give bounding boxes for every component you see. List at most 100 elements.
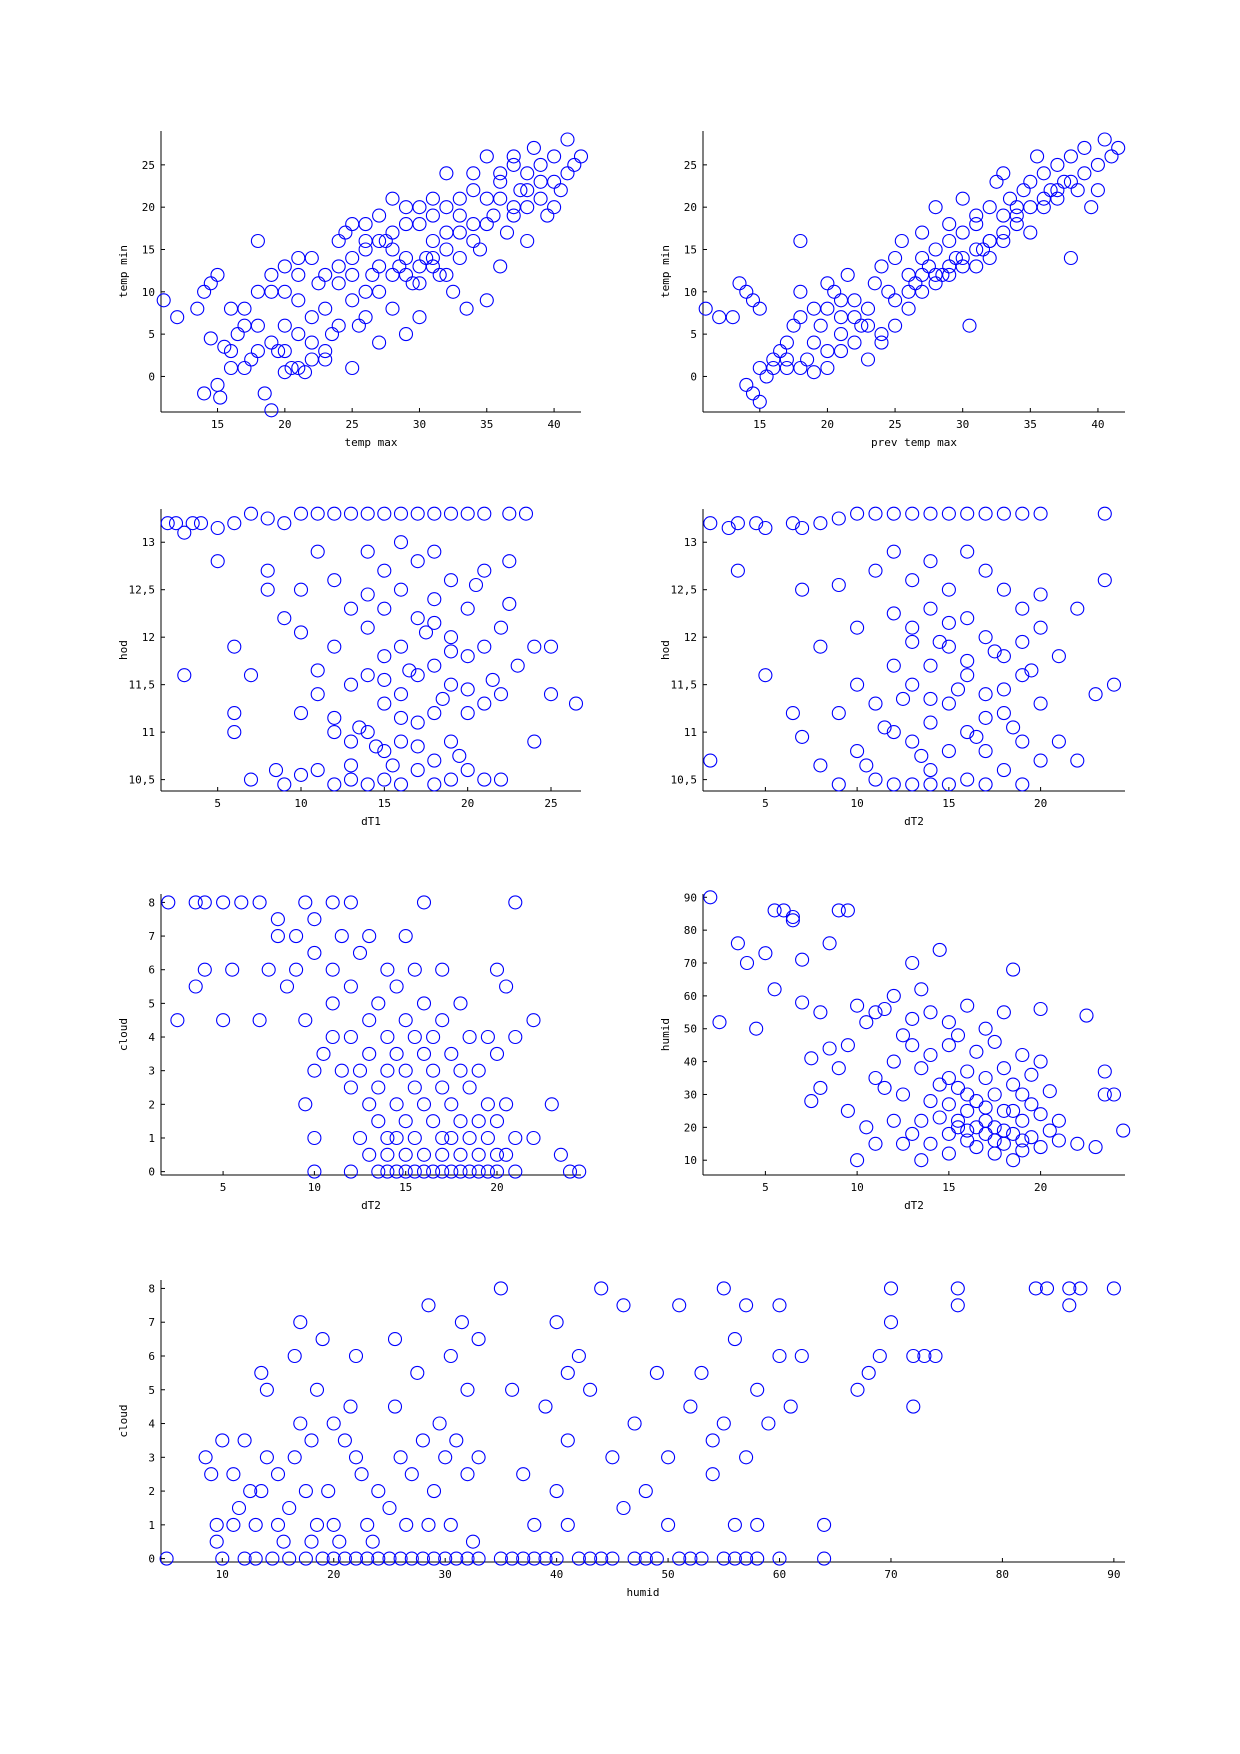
data-point <box>439 225 454 240</box>
data-point <box>439 242 454 257</box>
x-tick-label: 10 <box>216 1568 229 1581</box>
x-axis-label: temp max <box>345 436 398 449</box>
data-point <box>969 1120 984 1135</box>
data-point <box>627 1551 642 1566</box>
data-point <box>901 301 916 316</box>
data-point <box>752 394 767 409</box>
x-tick-label: 20 <box>461 797 474 810</box>
data-point <box>489 1114 505 1129</box>
data-point <box>439 166 454 181</box>
data-point <box>941 582 956 597</box>
data-point <box>362 1147 377 1162</box>
x-tick-label: 15 <box>753 418 766 431</box>
data-point <box>543 687 559 702</box>
data-point <box>987 644 1002 659</box>
data-point <box>850 998 865 1013</box>
data-point <box>833 327 849 342</box>
data-point <box>850 506 865 521</box>
data-point <box>776 903 791 918</box>
data-point <box>425 191 440 206</box>
data-point <box>1015 506 1030 521</box>
x-tick-label: 10 <box>850 797 863 810</box>
data-point <box>739 377 754 392</box>
data-point <box>1009 217 1024 232</box>
data-point <box>506 149 521 164</box>
data-point <box>190 301 205 316</box>
data-point <box>168 516 184 531</box>
data-point <box>661 1450 676 1465</box>
x-tick-label: 60 <box>773 1568 786 1581</box>
data-point <box>906 1399 921 1414</box>
data-point <box>360 506 375 521</box>
data-point <box>996 1136 1011 1151</box>
data-point <box>960 1064 975 1079</box>
y-axis-label: temp min <box>117 245 130 298</box>
data-point <box>752 301 767 316</box>
data-point <box>1070 601 1085 616</box>
data-point <box>485 672 500 687</box>
data-point <box>987 1034 1002 1049</box>
data-point <box>874 327 889 342</box>
data-point <box>435 1147 450 1162</box>
data-point <box>489 1046 505 1061</box>
x-tick-label: 20 <box>490 1181 503 1194</box>
data-point <box>1030 149 1045 164</box>
data-point <box>398 250 414 266</box>
data-point <box>277 284 292 299</box>
data-point <box>533 191 548 206</box>
data-point <box>978 506 993 521</box>
y-axis-label: cloud <box>117 1018 130 1051</box>
data-point <box>941 1146 956 1161</box>
data-point <box>506 208 521 223</box>
data-point <box>237 318 252 333</box>
data-point <box>716 1281 731 1296</box>
data-point <box>453 1114 468 1129</box>
data-point <box>868 772 883 787</box>
data-point <box>703 753 718 768</box>
data-point <box>427 753 442 768</box>
x-axis-label: dT2 <box>904 1199 924 1212</box>
data-point <box>877 1080 892 1095</box>
data-point <box>188 979 203 994</box>
data-point <box>225 962 240 977</box>
x-tick-label: 5 <box>220 1181 227 1194</box>
data-point <box>223 344 239 359</box>
data-point <box>399 1517 414 1532</box>
data-point <box>508 1029 523 1045</box>
data-point <box>822 936 837 951</box>
y-tick-label: 0 <box>148 370 155 383</box>
data-point <box>739 284 754 299</box>
data-point <box>343 734 359 749</box>
data-point <box>261 962 276 977</box>
data-point <box>520 183 535 198</box>
data-point <box>962 318 977 333</box>
data-point <box>1033 620 1048 635</box>
data-point <box>493 191 508 206</box>
data-point <box>352 1130 368 1146</box>
data-point <box>1023 225 1038 240</box>
data-point <box>941 744 956 759</box>
data-point <box>960 1103 975 1118</box>
data-point <box>806 365 821 380</box>
data-point <box>538 1551 553 1566</box>
data-point <box>243 668 259 683</box>
data-point <box>932 942 947 957</box>
data-point <box>393 777 409 792</box>
data-point <box>393 639 409 654</box>
data-point <box>452 225 467 240</box>
data-point <box>439 200 454 215</box>
data-point <box>1116 1123 1131 1138</box>
y-tick-label: 8 <box>148 896 155 909</box>
data-point <box>526 1130 541 1146</box>
data-point <box>377 672 392 687</box>
data-point <box>460 506 475 521</box>
data-point <box>868 563 883 578</box>
data-point <box>950 1113 966 1128</box>
data-point <box>304 250 319 266</box>
x-tick-label: 15 <box>942 1181 955 1194</box>
data-point <box>950 1281 965 1296</box>
data-point <box>193 516 209 531</box>
data-point <box>365 1534 380 1549</box>
data-point <box>547 174 562 189</box>
data-point <box>343 1399 358 1414</box>
